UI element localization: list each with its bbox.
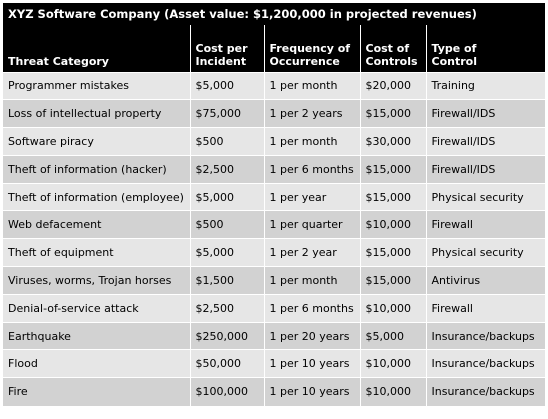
type-of-control-cell: Physical security	[425, 182, 545, 211]
table-row: Viruses, worms, Trojan horses $1,500 1 per…	[3, 266, 545, 295]
type-of-control-cell: Firewall/IDS	[425, 99, 545, 128]
table-row: Programmer mistakes $5,000 1 per month $20,…	[3, 71, 545, 100]
cost-per-incident-cell: $1,500	[189, 266, 264, 295]
frequency-cell: 1 per 6 months	[263, 154, 360, 184]
cost-of-controls-cell: $5,000	[359, 321, 426, 350]
cost-of-controls-cell: $20,000	[359, 71, 426, 100]
table-row: Software piracy $500 1 per month $30,000 Fir…	[3, 127, 545, 156]
type-of-control-cell: Firewall	[425, 210, 545, 239]
table-row: Flood $50,000 1 per 10 years $10,000 Insuran…	[3, 349, 545, 378]
cost-of-controls-cell: $15,000	[359, 238, 426, 267]
frequency-cell: 1 per 2 years	[263, 99, 360, 128]
header-cost-per-incident: Cost per Incident	[189, 25, 264, 72]
table-body: Programmer mistakes $5,000 1 per month $20,…	[3, 71, 545, 406]
cost-per-incident-cell: $5,000	[189, 182, 264, 211]
threat-cost-table: Threat Category Cost per Incident Frequen…	[3, 25, 545, 406]
cost-of-controls-cell: $30,000	[359, 127, 426, 156]
threat-category-cell: Viruses, worms, Trojan horses	[3, 266, 190, 295]
threat-category-cell: Programmer mistakes	[3, 71, 190, 100]
frequency-cell: 1 per month	[263, 266, 360, 295]
table-row: Theft of information (hacker) $2,500 1 per…	[3, 154, 545, 184]
cost-of-controls-cell: $10,000	[359, 210, 426, 239]
type-of-control-cell: Insurance/backups	[425, 321, 545, 350]
cost-per-incident-cell: $100,000	[189, 377, 264, 406]
cost-per-incident-cell: $250,000	[189, 321, 264, 350]
cost-per-incident-cell: $2,500	[189, 154, 264, 184]
table-row: Loss of intellectual property $75,000 1 pe…	[3, 99, 545, 128]
frequency-cell: 1 per month	[263, 71, 360, 100]
threat-category-cell: Flood	[3, 349, 190, 378]
cost-per-incident-cell: $500	[189, 210, 264, 239]
frequency-cell: 1 per month	[263, 127, 360, 156]
frequency-cell: 1 per 6 months	[263, 293, 360, 323]
cost-per-incident-cell: $5,000	[189, 71, 264, 100]
type-of-control-cell: Insurance/backups	[425, 349, 545, 378]
table-row: Theft of information (employee) $5,000 1 p…	[3, 182, 545, 211]
cost-per-incident-cell: $5,000	[189, 238, 264, 267]
frequency-cell: 1 per 10 years	[263, 377, 360, 406]
frequency-cell: 1 per 10 years	[263, 349, 360, 378]
cost-of-controls-cell: $10,000	[359, 377, 426, 406]
header-threat-category: Threat Category	[3, 25, 190, 72]
frequency-cell: 1 per year	[263, 182, 360, 211]
table-row: Fire $100,000 1 per 10 years $10,000 Insuran…	[3, 377, 545, 406]
threat-cost-table-figure: XYZ Software Company (Asset value: $1,20…	[3, 3, 545, 406]
cost-of-controls-cell: $10,000	[359, 293, 426, 323]
type-of-control-cell: Firewall/IDS	[425, 154, 545, 184]
threat-category-cell: Fire	[3, 377, 190, 406]
frequency-cell: 1 per 20 years	[263, 321, 360, 350]
cost-per-incident-cell: $75,000	[189, 99, 264, 128]
type-of-control-cell: Training	[425, 71, 545, 100]
cost-of-controls-cell: $15,000	[359, 266, 426, 295]
cost-per-incident-cell: $500	[189, 127, 264, 156]
header-type-of-control: Type of Control	[425, 25, 545, 72]
threat-category-cell: Denial-of-service attack	[3, 293, 190, 323]
table-title: XYZ Software Company (Asset value: $1,20…	[3, 3, 545, 25]
frequency-cell: 1 per 2 year	[263, 238, 360, 267]
threat-category-cell: Software piracy	[3, 127, 190, 156]
table-row: Web defacement $500 1 per quarter $10,000 Fi…	[3, 210, 545, 239]
threat-category-cell: Theft of information (hacker)	[3, 154, 190, 184]
cost-per-incident-cell: $2,500	[189, 293, 264, 323]
cost-of-controls-cell: $15,000	[359, 182, 426, 211]
table-row: Theft of equipment $5,000 1 per 2 year $15,…	[3, 238, 545, 267]
cost-of-controls-cell: $15,000	[359, 99, 426, 128]
threat-category-cell: Loss of intellectual property	[3, 99, 190, 128]
threat-category-cell: Earthquake	[3, 321, 190, 350]
type-of-control-cell: Physical security	[425, 238, 545, 267]
header-frequency: Frequency of Occurrence	[263, 25, 360, 72]
cost-of-controls-cell: $15,000	[359, 154, 426, 184]
header-cost-of-controls: Cost of Controls	[359, 25, 426, 72]
type-of-control-cell: Antivirus	[425, 266, 545, 295]
frequency-cell: 1 per quarter	[263, 210, 360, 239]
cost-of-controls-cell: $10,000	[359, 349, 426, 378]
table-row: Denial-of-service attack $2,500 1 per 6 mo…	[3, 293, 545, 323]
type-of-control-cell: Insurance/backups	[425, 377, 545, 406]
threat-category-cell: Web defacement	[3, 210, 190, 239]
type-of-control-cell: Firewall	[425, 293, 545, 323]
type-of-control-cell: Firewall/IDS	[425, 127, 545, 156]
threat-category-cell: Theft of information (employee)	[3, 182, 190, 211]
threat-category-cell: Theft of equipment	[3, 238, 190, 267]
table-row: Earthquake $250,000 1 per 20 years $5,000 In…	[3, 321, 545, 350]
cost-per-incident-cell: $50,000	[189, 349, 264, 378]
header-row: Threat Category Cost per Incident Frequen…	[3, 25, 545, 72]
